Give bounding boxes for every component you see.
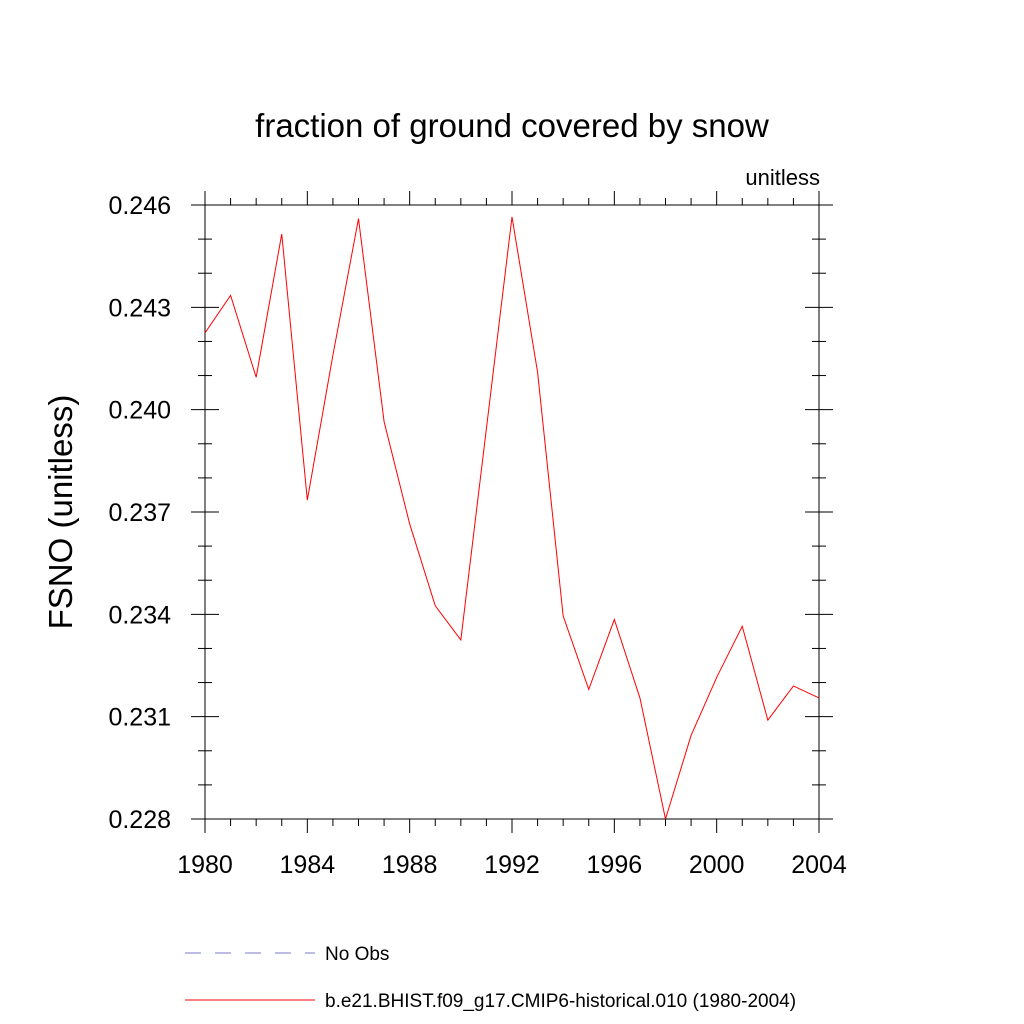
y-axis-label: FSNO (unitless): [42, 395, 79, 630]
y-tick-labels: 0.228 0.231 0.234 0.237 0.240 0.243 0.246: [108, 192, 171, 834]
x-tick-label: 1996: [587, 851, 643, 879]
y-tick-label: 0.234: [108, 601, 171, 629]
legend-label-model: b.e21.BHIST.f09_g17.CMIP6-historical.010…: [325, 991, 796, 1012]
y-tick-label: 0.231: [108, 704, 171, 732]
x-tick-label: 1984: [280, 851, 336, 879]
units-label: unitless: [745, 165, 820, 190]
y-tick-label: 0.228: [108, 806, 171, 834]
y-tick-label: 0.243: [108, 294, 171, 322]
x-tick-labels: 1980 1984 1988 1992 1996 2000 2004: [177, 851, 847, 879]
x-tick-label: 1992: [484, 851, 540, 879]
series-line-0: [204, 216, 820, 820]
x-tick-label: 2004: [791, 851, 847, 879]
x-tick-label: 1988: [382, 851, 438, 879]
plot-frame: [204, 204, 820, 820]
legend-label-no-obs: No Obs: [325, 944, 389, 965]
y-tick-label: 0.240: [108, 397, 171, 425]
y-tick-label: 0.246: [108, 192, 171, 220]
series-group: [204, 216, 820, 820]
x-tick-label: 1980: [177, 851, 233, 879]
legend: No Obs b.e21.BHIST.f09_g17.CMIP6-histori…: [185, 944, 796, 1012]
x-tick-label: 2000: [689, 851, 745, 879]
chart-title: fraction of ground covered by snow: [255, 107, 769, 144]
y-tick-label: 0.237: [108, 499, 171, 527]
